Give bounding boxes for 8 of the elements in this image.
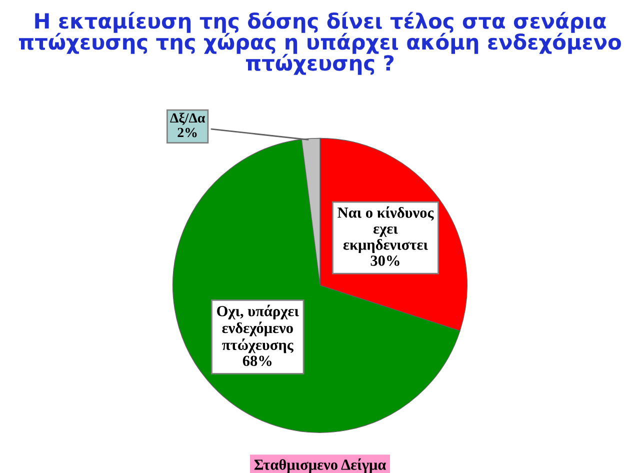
data-label: 2% — [178, 128, 197, 138]
data-label: 68% — [242, 356, 272, 366]
slice-label: Ναι ο κίνδυνος εχει εκμηδενιστει — [338, 206, 434, 253]
chart-title: Η εκταμίευση της δόσης δίνει τέλος στα σενάρια πτώχευσης της χώρας η υπάρχει ακόμη ενδεχόμενο πτώχευσης ? — [19, 12, 621, 75]
slice-label: Οχι, υπάρχει ενδεχόμενο πτώχευσης — [217, 304, 299, 354]
slice-label: Δξ/Δα — [170, 112, 206, 126]
text: Σταθμισμενο Δείγμα — [254, 458, 386, 473]
data-label: 30% — [370, 256, 400, 266]
